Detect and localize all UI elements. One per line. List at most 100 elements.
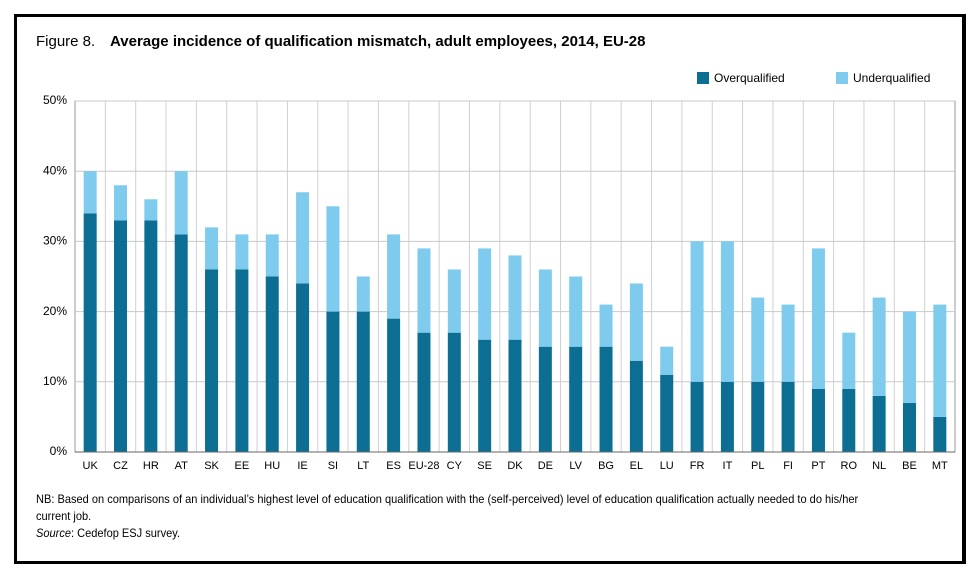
bar-segment xyxy=(660,346,674,375)
source-label: Source xyxy=(36,526,71,540)
bar-segment xyxy=(872,297,886,396)
bar-segment xyxy=(478,339,492,452)
x-tick-label: MT xyxy=(932,460,948,472)
bar-segment xyxy=(387,318,401,452)
x-tick-label: RO xyxy=(841,460,858,472)
bar-segment xyxy=(629,283,643,361)
bar-segment xyxy=(629,360,643,452)
x-tick-label: LT xyxy=(357,460,369,472)
bar-segment xyxy=(902,402,916,452)
bar-segment xyxy=(174,234,188,452)
bar-segment xyxy=(811,388,825,452)
y-tick-label: 50% xyxy=(43,93,67,107)
bar-segment xyxy=(690,241,704,382)
x-tick-label: ES xyxy=(386,460,401,472)
bar-segment xyxy=(235,269,249,452)
notes: NB: Based on comparisons of an individua… xyxy=(36,491,882,542)
x-tick-label: PL xyxy=(751,460,764,472)
y-tick-label: 10% xyxy=(43,374,67,388)
chart-title: Average incidence of qualification misma… xyxy=(110,33,645,50)
bar-segment xyxy=(872,395,886,452)
bar-segment xyxy=(781,381,795,452)
bar-segment xyxy=(751,381,765,452)
bar-segment xyxy=(356,311,370,452)
x-tick-label: PT xyxy=(811,460,825,472)
bar-segment xyxy=(842,332,856,389)
note: NB: Based on comparisons of an individua… xyxy=(36,492,859,523)
bar-segment xyxy=(478,248,492,340)
bar-segment xyxy=(265,276,279,452)
bar-segment xyxy=(569,346,583,452)
bar-segment xyxy=(296,283,310,452)
frame xyxy=(14,14,966,564)
bar-segment xyxy=(690,381,704,452)
bar-segment xyxy=(174,171,188,235)
x-tick-label: SI xyxy=(328,460,338,472)
x-tick-label: CZ xyxy=(113,460,128,472)
bar-segment xyxy=(720,381,734,452)
x-tick-label: IT xyxy=(723,460,733,472)
bar-segment xyxy=(720,241,734,382)
legend-label: Underqualified xyxy=(853,71,930,85)
source-text: : Cedefop ESJ survey. xyxy=(70,526,181,540)
x-tick-label: FI xyxy=(783,460,793,472)
x-tick-label: BG xyxy=(598,460,614,472)
legend-swatch xyxy=(836,72,848,84)
x-tick-label: UK xyxy=(83,460,99,472)
x-tick-label: LV xyxy=(569,460,582,472)
figure-label: Figure 8. xyxy=(36,33,95,50)
x-tick-label: DE xyxy=(538,460,553,472)
bar-segment xyxy=(447,269,461,333)
bar-segment xyxy=(387,234,401,319)
y-tick-label: 30% xyxy=(43,234,67,248)
x-tick-label: EL xyxy=(630,460,643,472)
bar-segment xyxy=(144,199,158,221)
legend-swatch xyxy=(697,72,709,84)
bar-segment xyxy=(842,388,856,452)
x-tick-label: SK xyxy=(204,460,219,472)
bar-segment xyxy=(538,346,552,452)
bar-segment xyxy=(235,234,249,270)
x-tick-label: IE xyxy=(297,460,307,472)
x-tick-label: AT xyxy=(175,460,189,472)
x-tick-label: DK xyxy=(507,460,523,472)
bar-segment xyxy=(751,297,765,382)
bar-segment xyxy=(114,185,128,221)
bar-segment xyxy=(447,332,461,452)
source: Source: Cedefop ESJ survey. xyxy=(36,525,882,542)
y-tick-label: 20% xyxy=(43,304,67,318)
bar-segment xyxy=(296,192,310,284)
x-tick-label: NL xyxy=(872,460,886,472)
bar-segment xyxy=(265,234,279,277)
legend-label: Overqualified xyxy=(714,71,785,85)
bar-segment xyxy=(781,304,795,382)
x-tick-label: HU xyxy=(264,460,280,472)
bar-segment xyxy=(538,269,552,347)
x-tick-label: BE xyxy=(902,460,917,472)
bar-segment xyxy=(83,213,97,452)
bar-segment xyxy=(933,304,947,417)
bar-segment xyxy=(356,276,370,312)
bar-segment xyxy=(569,276,583,347)
bar-segment xyxy=(417,332,431,452)
bar-segment xyxy=(417,248,431,333)
x-tick-label: EU-28 xyxy=(408,460,439,472)
bar-segment xyxy=(83,171,97,214)
x-tick-label: HR xyxy=(143,460,159,472)
x-tick-label: LU xyxy=(660,460,674,472)
bar-segment xyxy=(933,416,947,452)
x-tick-label: SE xyxy=(477,460,492,472)
bar-segment xyxy=(660,374,674,452)
bar-segment xyxy=(205,269,219,452)
x-tick-label: CY xyxy=(447,460,463,472)
bar-segment xyxy=(508,255,522,340)
bar-segment xyxy=(326,311,340,452)
bar-segment xyxy=(599,346,613,452)
bar-segment xyxy=(114,220,128,452)
y-tick-label: 0% xyxy=(50,444,68,458)
bar-segment xyxy=(326,206,340,312)
bar-segment xyxy=(508,339,522,452)
bar-segment xyxy=(205,227,219,270)
